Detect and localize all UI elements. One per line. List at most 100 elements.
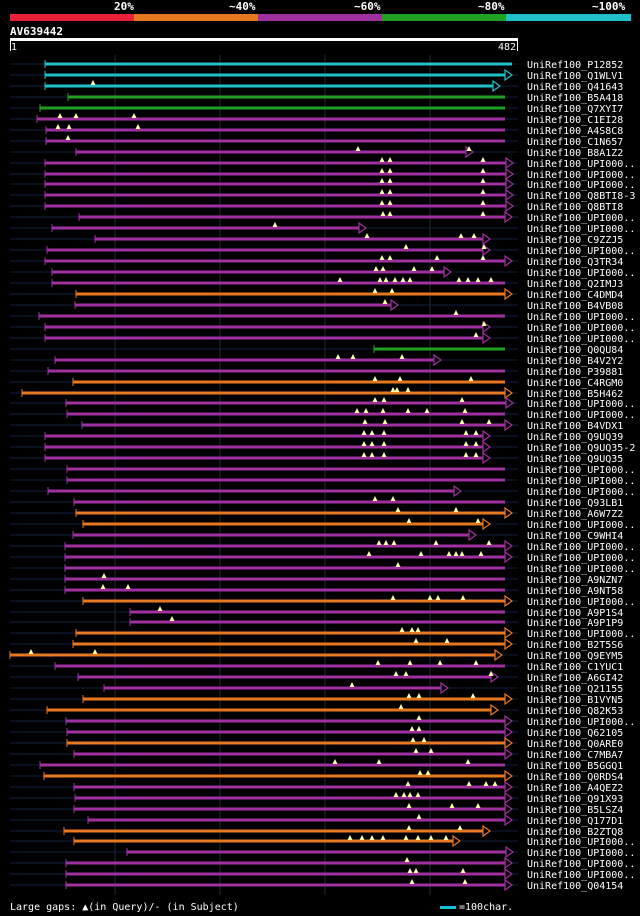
hit-row[interactable]: UniRef100_Q9UQ39 [10,429,623,443]
hit-row[interactable]: UniRef100_B5H462 [10,386,623,400]
hit-row[interactable]: UniRef100_B1VYN5 [10,692,623,706]
hit-row[interactable]: UniRef100_B8A1Z2 [10,145,623,159]
hit-label[interactable]: UniRef100_Q41643 [527,82,623,93]
hit-label[interactable]: UniRef100_Q04154 [527,881,623,892]
hit-label[interactable]: UniRef100_B4V2Y2 [527,356,623,367]
hit-label[interactable]: UniRef100_UPI000.. [527,717,635,728]
hit-label[interactable]: UniRef100_Q0QU84 [527,345,623,356]
hit-row[interactable]: UniRef100_A6GI42 [10,670,623,684]
hit-label[interactable]: UniRef100_Q7XYI7 [527,104,623,115]
hit-row[interactable]: UniRef100_Q0QU84 [10,345,623,356]
hit-row[interactable]: UniRef100_A9NT58 [10,584,623,597]
hit-row[interactable]: UniRef100_UPI000.. [10,156,635,170]
hit-row[interactable]: UniRef100_UPI000.. [10,465,635,476]
hit-label[interactable]: UniRef100_B2T5S6 [527,640,623,651]
hit-label[interactable]: UniRef100_B1VYN5 [527,695,623,706]
hit-row[interactable]: UniRef100_UPI000.. [10,243,635,257]
hit-label[interactable]: UniRef100_C7MBA7 [527,750,623,761]
hit-row[interactable]: UniRef100_C9WHI4 [10,528,623,542]
hit-row[interactable]: UniRef100_B4V2Y2 [10,353,623,367]
hit-row[interactable]: UniRef100_A6W7Z2 [10,506,623,520]
hit-row[interactable]: UniRef100_A9NZN7 [10,573,623,586]
hit-label[interactable]: UniRef100_UPI000.. [527,334,635,345]
hit-label[interactable]: UniRef100_A4S8C8 [527,126,623,137]
hit-label[interactable]: UniRef100_C4RGM0 [527,378,623,389]
hit-label[interactable]: UniRef100_UPI000.. [527,312,635,323]
hit-row[interactable]: UniRef100_B2ZTQ8 [10,824,623,838]
hit-row[interactable]: UniRef100_UPI000.. [10,476,635,487]
hit-label[interactable]: UniRef100_Q1WLV1 [527,71,623,82]
hit-row[interactable]: UniRef100_B5LSZ4 [10,802,623,816]
hit-label[interactable]: UniRef100_C1N657 [527,137,623,148]
hit-row[interactable]: UniRef100_Q0RDS4 [10,769,623,783]
hit-row[interactable]: UniRef100_UPI000.. [10,265,635,279]
hit-row[interactable]: UniRef100_Q9EYM5 [9,648,623,662]
hit-label[interactable]: UniRef100_A9NT58 [527,586,623,597]
hit-row[interactable]: UniRef100_B4VDX1 [10,418,623,432]
hit-label[interactable]: UniRef100_P12852 [527,60,623,71]
hit-label[interactable]: UniRef100_A9P1S4 [527,608,623,619]
hit-label[interactable]: UniRef100_Q82K53 [527,706,623,717]
hit-row[interactable]: UniRef100_C4DMD4 [10,287,623,301]
hit-row[interactable]: UniRef100_UPI000.. [10,845,635,859]
hit-label[interactable]: UniRef100_B2ZTQ8 [527,827,623,838]
hit-label[interactable]: UniRef100_P39881 [527,367,623,378]
hit-row[interactable]: UniRef100_Q82K53 [10,703,623,717]
hit-label[interactable]: UniRef100_UPI000.. [527,859,635,870]
hit-label[interactable]: UniRef100_UPI000.. [527,180,635,191]
hit-row[interactable]: UniRef100_B5GGQ1 [10,759,623,772]
hit-label[interactable]: UniRef100_C9ZZJ5 [527,235,623,246]
hit-label[interactable]: UniRef100_Q3TR34 [527,257,623,268]
hit-label[interactable]: UniRef100_Q62105 [527,728,623,739]
hit-label[interactable]: UniRef100_UPI000.. [527,224,635,235]
hit-label[interactable]: UniRef100_UPI000.. [527,399,635,410]
hit-label[interactable]: UniRef100_UPI000.. [527,520,635,531]
hit-row[interactable]: UniRef100_UPI000.. [10,539,635,553]
hit-row[interactable]: UniRef100_UPI000.. [10,626,635,640]
hit-label[interactable]: UniRef100_Q93LB1 [527,498,623,509]
hit-label[interactable]: UniRef100_Q9UQ35 [527,454,623,465]
hit-label[interactable]: UniRef100_UPI000.. [527,848,635,859]
hit-row[interactable]: UniRef100_A9P1S4 [10,606,623,619]
hit-label[interactable]: UniRef100_C1EI28 [527,115,623,126]
hit-label[interactable]: UniRef100_UPI000.. [527,487,635,498]
hit-row[interactable]: UniRef100_Q9UQ35 [10,451,623,465]
hit-label[interactable]: UniRef100_Q0RDS4 [527,772,623,783]
hit-row[interactable]: UniRef100_A9P1P9 [10,616,623,629]
hit-label[interactable]: UniRef100_UPI000.. [527,553,635,564]
hit-label[interactable]: UniRef100_Q8BTI8-3 [527,191,635,202]
hit-label[interactable]: UniRef100_C1YUC1 [527,662,623,673]
hit-label[interactable]: UniRef100_B4VB08 [527,301,623,312]
hit-row[interactable]: UniRef100_UPI000.. [10,320,635,334]
hit-label[interactable]: UniRef100_Q177D1 [527,816,623,827]
hit-row[interactable]: UniRef100_P39881 [10,367,623,378]
hit-row[interactable]: UniRef100_Q7XYI7 [10,104,623,115]
hit-row[interactable]: UniRef100_Q62105 [10,725,623,739]
hit-label[interactable]: UniRef100_Q8BTI8 [527,202,623,213]
hit-label[interactable]: UniRef100_B5A418 [527,93,623,104]
hit-row[interactable]: UniRef100_UPI000.. [10,594,635,608]
hit-label[interactable]: UniRef100_UPI000.. [527,170,635,181]
hit-row[interactable]: UniRef100_Q91X93 [10,791,623,805]
hit-label[interactable]: UniRef100_UPI000.. [527,597,635,608]
hit-row[interactable]: UniRef100_Q41643 [10,79,623,93]
hit-row[interactable]: UniRef100_UPI000.. [10,210,635,224]
hit-row[interactable]: UniRef100_Q93LB1 [10,496,623,509]
hit-row[interactable]: UniRef100_Q1WLV1 [10,68,623,82]
hit-label[interactable]: UniRef100_UPI000.. [527,323,635,334]
hit-label[interactable]: UniRef100_B5H462 [527,389,623,400]
hit-label[interactable]: UniRef100_UPI000.. [527,542,635,553]
hit-row[interactable]: UniRef100_UPI000.. [10,484,635,498]
hit-label[interactable]: UniRef100_C4DMD4 [527,290,623,301]
hit-row[interactable]: UniRef100_Q9UQ35-2 [10,440,635,454]
hit-label[interactable]: UniRef100_Q0ARE0 [527,739,623,750]
hit-row[interactable]: UniRef100_Q177D1 [10,813,623,827]
hit-row[interactable]: UniRef100_B2T5S6 [10,637,623,651]
hit-row[interactable]: UniRef100_UPI000.. [10,856,635,870]
hit-row[interactable]: UniRef100_Q0ARE0 [10,736,623,750]
hit-row[interactable]: UniRef100_C1EI28 [10,113,623,126]
hit-label[interactable]: UniRef100_UPI000.. [527,476,635,487]
hit-label[interactable]: UniRef100_UPI000.. [527,465,635,476]
hit-label[interactable]: UniRef100_Q2IMJ3 [527,279,623,290]
hit-label[interactable]: UniRef100_B8A1Z2 [527,148,623,159]
